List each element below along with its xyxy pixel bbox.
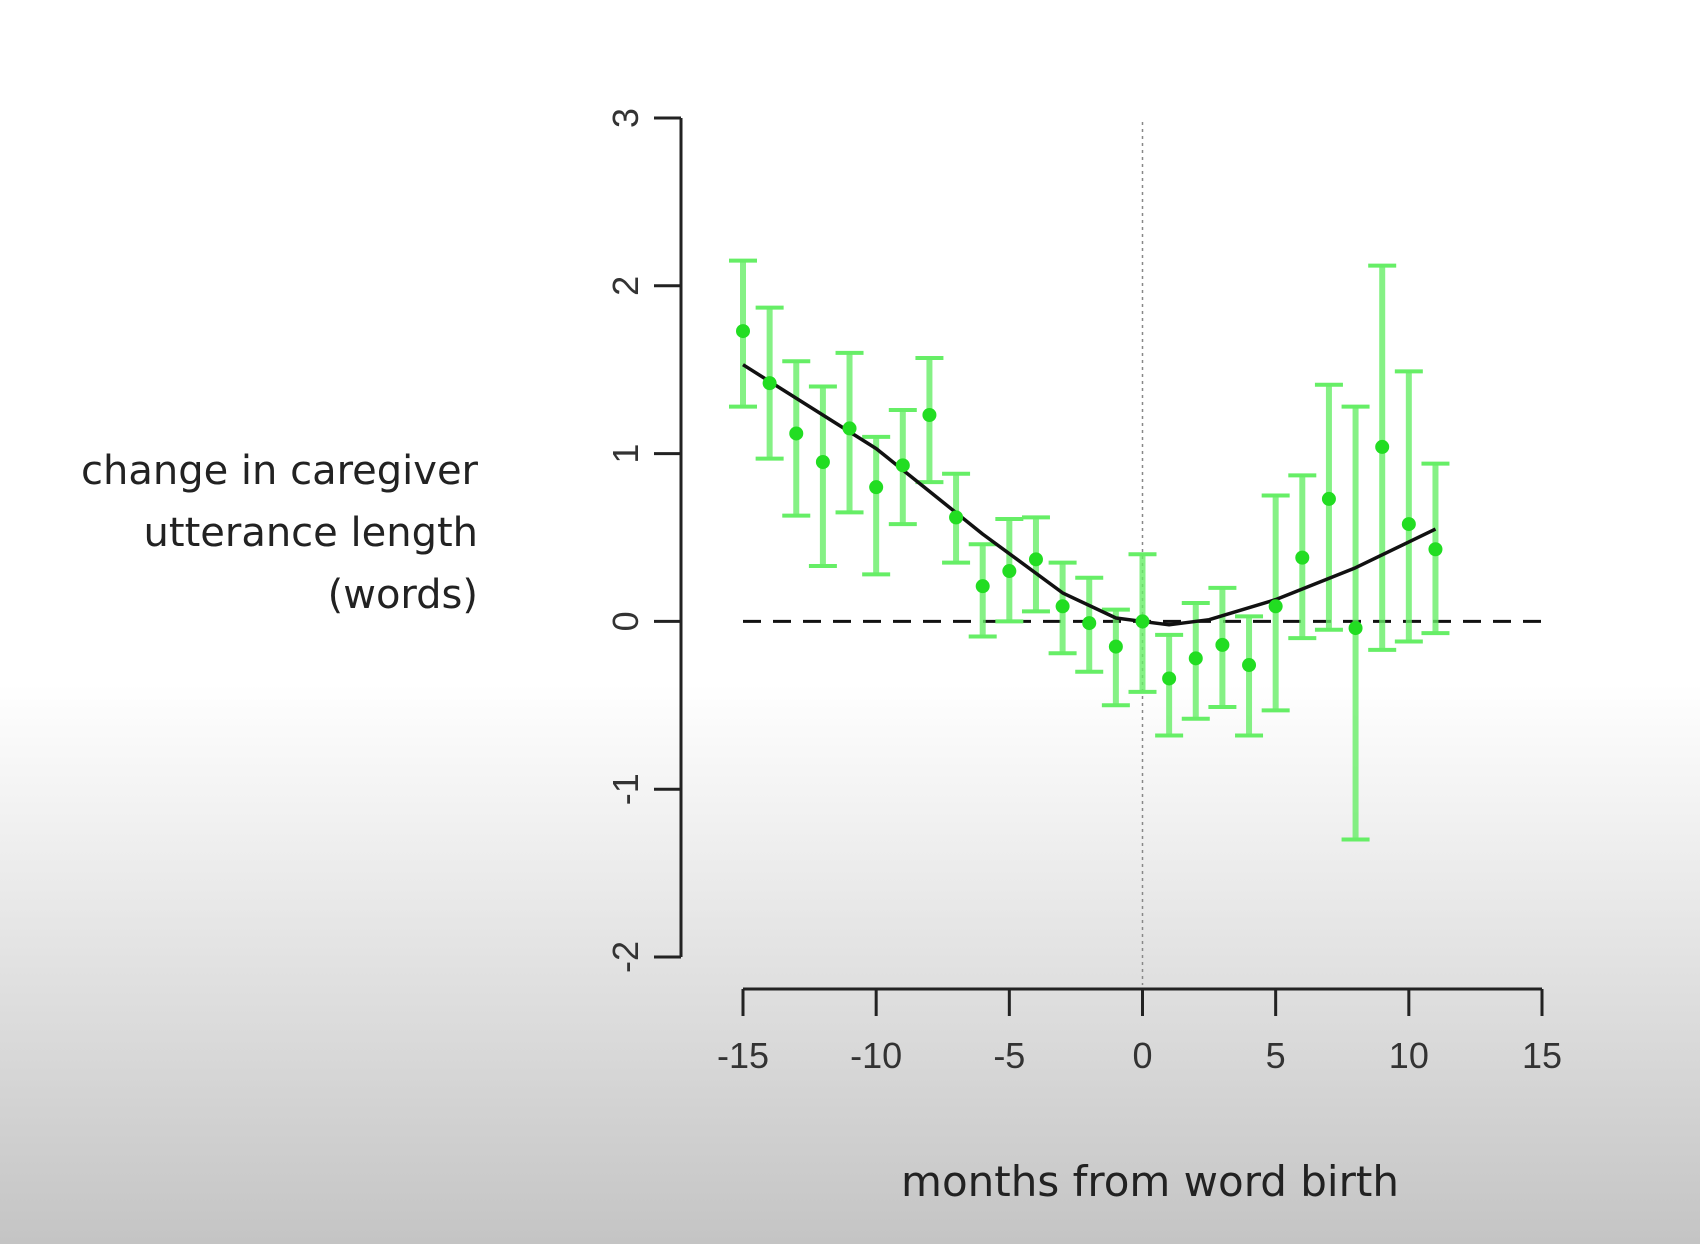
data-point [1135, 614, 1150, 629]
x-axis-label: months from word birth [901, 1157, 1399, 1206]
x-tick-label: -10 [850, 1035, 902, 1076]
y-axis-label-line: (words) [328, 572, 478, 618]
data-point [762, 376, 777, 391]
y-axis-label-line: change in caregiver [81, 448, 479, 494]
data-point [949, 510, 964, 525]
x-tick-label: 0 [1132, 1035, 1152, 1076]
data-point [922, 408, 937, 423]
data-point [895, 458, 910, 473]
data-point [1428, 542, 1443, 557]
data-point [1028, 552, 1043, 567]
data-point [1162, 671, 1177, 686]
data-point [789, 426, 804, 441]
data-point [1215, 637, 1230, 652]
x-tick-label: 10 [1389, 1035, 1429, 1076]
data-point [1321, 491, 1336, 506]
y-tick-label: -2 [605, 941, 646, 973]
data-point [1188, 651, 1203, 666]
data-point [1082, 616, 1097, 631]
data-point [975, 579, 990, 594]
x-tick-label: 5 [1266, 1035, 1286, 1076]
data-point [1268, 599, 1283, 614]
data-point [1348, 621, 1363, 636]
y-tick-label: 3 [605, 108, 646, 128]
x-tick-label: -5 [993, 1035, 1025, 1076]
y-tick-label: 1 [605, 444, 646, 464]
data-point [1002, 564, 1017, 579]
error-bars [729, 258, 1450, 842]
y-axis-label-line: utterance length [144, 510, 478, 556]
data-point [1242, 658, 1257, 673]
data-point [1375, 439, 1390, 454]
data-point [1108, 639, 1123, 654]
y-tick-label: -1 [605, 773, 646, 805]
x-tick-label: -15 [717, 1035, 769, 1076]
data-point [869, 480, 884, 495]
data-point [842, 421, 857, 436]
data-points [736, 324, 1443, 686]
data-point [815, 454, 830, 469]
y-tick-label: 0 [605, 611, 646, 631]
y-axis-label: change in caregiver utterance length (wo… [81, 448, 479, 618]
data-point [736, 324, 750, 339]
data-point [1295, 550, 1310, 565]
data-point [1401, 517, 1416, 532]
data-point [1055, 599, 1070, 614]
x-tick-label: 15 [1522, 1035, 1562, 1076]
y-tick-label: 2 [605, 276, 646, 296]
